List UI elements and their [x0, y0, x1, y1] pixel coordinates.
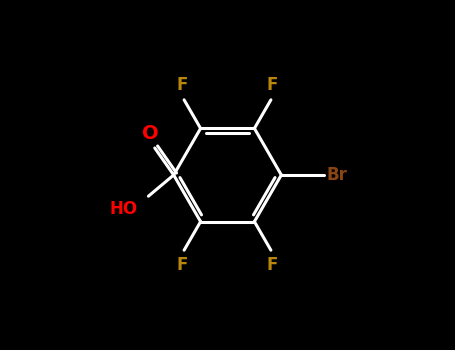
- Text: F: F: [267, 257, 278, 274]
- Text: O: O: [142, 124, 159, 143]
- Text: F: F: [177, 257, 188, 274]
- Text: Br: Br: [327, 166, 348, 184]
- Text: HO: HO: [110, 200, 138, 218]
- Text: F: F: [267, 76, 278, 93]
- Text: F: F: [177, 76, 188, 93]
